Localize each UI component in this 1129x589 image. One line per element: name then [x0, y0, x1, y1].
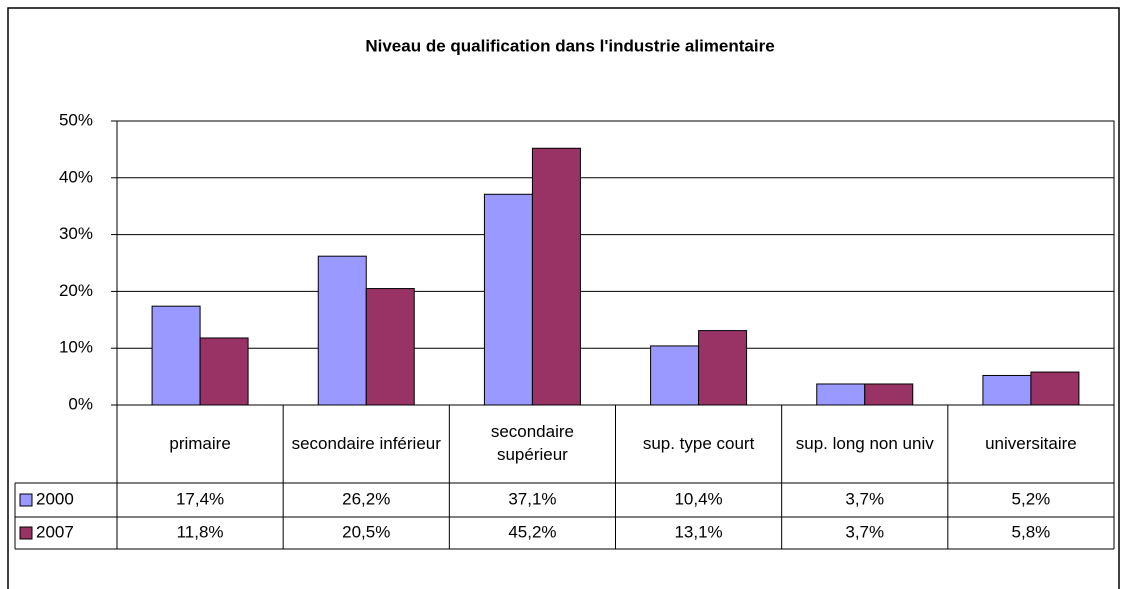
data-table-value: 11,8%: [177, 522, 224, 541]
y-tick-label: 0%: [68, 394, 93, 413]
data-table-value: 5,2%: [1012, 489, 1051, 508]
x-tick-label: sup. type court: [642, 433, 755, 453]
category-cell: sup. type court: [642, 433, 755, 453]
data-table-value: 10,4%: [674, 489, 722, 508]
x-tick-label: universitaire: [985, 433, 1077, 453]
data-table-value: 13,1%: [674, 522, 722, 541]
bar: [199, 337, 249, 406]
bar: [483, 193, 533, 406]
bar: [698, 330, 748, 406]
bar: [317, 255, 367, 406]
data-table-value: 5,8%: [1012, 522, 1051, 541]
legend-swatch: [19, 526, 33, 540]
category-cell: sup. long non univ: [795, 433, 934, 453]
category-cell: primaire: [169, 433, 231, 453]
y-tick-label: 10%: [59, 338, 93, 357]
x-tick-label: secondaire supérieur: [490, 422, 574, 464]
data-table-value: 17,4%: [176, 489, 224, 508]
data-table-value: 20,5%: [342, 522, 390, 541]
data-table-value: 3,7%: [845, 522, 884, 541]
y-tick-label: 40%: [59, 167, 93, 186]
bar: [650, 345, 700, 406]
category-cell: secondaire inférieur: [291, 433, 441, 453]
bar: [531, 147, 581, 406]
data-table-value: 45,2%: [508, 522, 556, 541]
bar: [816, 383, 866, 406]
x-tick-label: primaire: [169, 433, 231, 453]
x-tick-label: sup. long non univ: [795, 433, 934, 453]
chart-title: Niveau de qualification dans l'industrie…: [365, 36, 774, 55]
x-tick-label: secondaire inférieur: [291, 433, 441, 453]
data-table-value: 26,2%: [342, 489, 390, 508]
category-cell: universitaire: [985, 433, 1077, 453]
bar: [365, 288, 415, 406]
y-tick-label: 30%: [59, 224, 93, 243]
legend-swatch: [19, 493, 33, 507]
bar: [982, 374, 1032, 406]
data-table-value: 37,1%: [508, 489, 556, 508]
category-cell: secondaire supérieur: [490, 422, 574, 464]
bar: [151, 305, 201, 406]
legend-label: 2007: [36, 522, 74, 541]
legend-label: 2000: [36, 489, 74, 508]
y-tick-label: 20%: [59, 281, 93, 300]
y-tick-label: 50%: [59, 110, 93, 129]
bar: [864, 383, 914, 406]
bar: [1030, 371, 1080, 406]
plot-area: [116, 120, 1115, 406]
data-table-value: 3,7%: [845, 489, 884, 508]
